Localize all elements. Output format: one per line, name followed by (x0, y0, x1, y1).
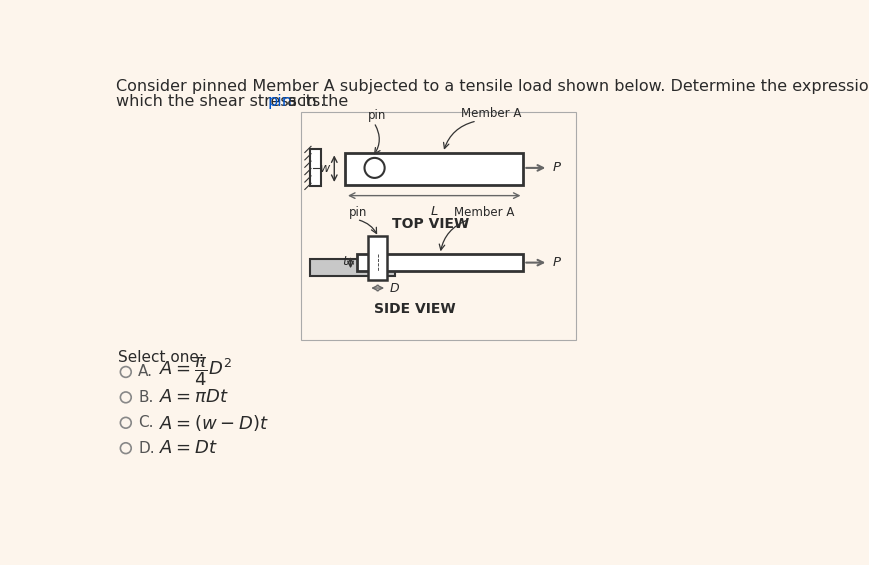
Circle shape (120, 443, 131, 454)
Text: pin: pin (368, 108, 386, 121)
Text: D.: D. (138, 441, 155, 456)
Text: Member A: Member A (453, 206, 514, 219)
Text: P: P (552, 162, 561, 175)
Bar (310, 149, 321, 186)
Bar (345, 153, 523, 185)
Bar (310, 259, 395, 276)
Bar (368, 236, 387, 280)
Text: $A = (w - D)t$: $A = (w - D)t$ (159, 413, 269, 433)
Text: acts.: acts. (282, 94, 325, 109)
Text: $A = \dfrac{\pi}{4}D^2$: $A = \dfrac{\pi}{4}D^2$ (159, 355, 232, 388)
Text: $A = Dt$: $A = Dt$ (159, 439, 218, 457)
Circle shape (120, 418, 131, 428)
Text: L: L (430, 205, 437, 218)
Circle shape (364, 158, 384, 178)
Text: which the shear stress in the: which the shear stress in the (116, 94, 354, 109)
Text: $A = \pi Dt$: $A = \pi Dt$ (159, 388, 229, 406)
Text: P: P (552, 256, 561, 269)
Bar (356, 254, 523, 271)
Text: Consider pinned Member A subjected to a tensile load shown below. Determine the : Consider pinned Member A subjected to a … (116, 79, 869, 94)
Text: w: w (320, 162, 330, 175)
Text: TOP VIEW: TOP VIEW (391, 217, 468, 231)
Bar (301, 112, 575, 340)
Text: D: D (389, 281, 399, 294)
Text: C.: C. (138, 415, 154, 431)
Text: t: t (342, 255, 347, 268)
Text: Select one:: Select one: (118, 350, 204, 364)
Circle shape (120, 367, 131, 377)
Text: pin: pin (348, 206, 367, 219)
Text: pin: pin (268, 94, 292, 109)
Text: Member A: Member A (461, 107, 521, 120)
Text: SIDE VIEW: SIDE VIEW (374, 302, 455, 316)
Circle shape (120, 392, 131, 403)
Text: B.: B. (138, 390, 154, 405)
Text: A.: A. (138, 364, 153, 380)
